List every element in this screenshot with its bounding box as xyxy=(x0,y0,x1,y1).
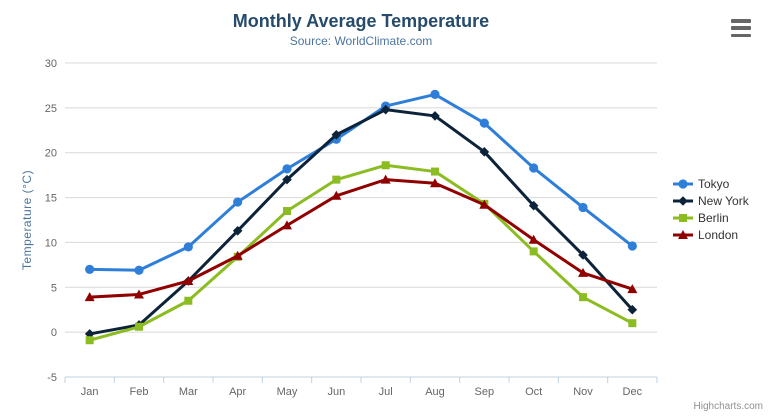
data-point-tokyo[interactable] xyxy=(233,197,243,207)
series-new-york xyxy=(84,104,638,339)
series-london xyxy=(84,174,638,302)
data-point-new-york[interactable] xyxy=(627,304,638,315)
legend-label-london: London xyxy=(698,227,739,242)
data-point-new-york[interactable] xyxy=(282,174,292,185)
legend-marker-tokyo xyxy=(678,178,688,189)
legend-marker-london xyxy=(678,229,688,239)
credits-link[interactable]: Highcharts.com xyxy=(693,401,763,412)
chart-subtitle: Source: WorldClimate.com xyxy=(289,34,433,48)
data-point-london[interactable] xyxy=(232,250,243,260)
series-line-berlin xyxy=(88,163,634,342)
x-axis-tick-label: Feb xyxy=(130,386,149,398)
data-point-tokyo[interactable] xyxy=(430,89,440,99)
data-point-tokyo[interactable] xyxy=(85,264,95,274)
x-axis-tick-label: Oct xyxy=(525,386,542,398)
series-tokyo xyxy=(85,89,637,275)
y-axis-tick-label: 5 xyxy=(51,282,57,294)
data-point-berlin[interactable] xyxy=(283,207,291,216)
legend-symbol-berlin xyxy=(673,213,693,222)
y-axis-tick-label: -5 xyxy=(47,372,57,384)
data-point-london[interactable] xyxy=(528,234,539,244)
legend-label-new-york: New York xyxy=(698,193,749,208)
x-axis-tick-label: Jun xyxy=(327,386,345,398)
data-point-new-york[interactable] xyxy=(232,225,243,236)
x-axis-tick-label: Nov xyxy=(573,386,593,398)
data-point-tokyo[interactable] xyxy=(183,242,193,252)
x-axis-tick-label: May xyxy=(277,386,298,398)
data-point-london[interactable] xyxy=(282,220,292,230)
data-point-london[interactable] xyxy=(627,284,638,294)
legend-item-berlin[interactable]: Berlin xyxy=(673,210,749,225)
chart-title: Monthly Average Temperature xyxy=(232,11,490,31)
x-axis-tick-label: Aug xyxy=(425,386,445,398)
data-point-new-york[interactable] xyxy=(528,200,539,211)
data-point-london[interactable] xyxy=(331,190,342,200)
data-point-london[interactable] xyxy=(380,174,391,184)
y-axis-tick-label: 0 xyxy=(51,327,57,339)
data-point-london[interactable] xyxy=(134,289,144,299)
data-point-london[interactable] xyxy=(479,199,490,209)
data-point-berlin[interactable] xyxy=(431,167,439,176)
data-point-new-york[interactable] xyxy=(578,250,588,260)
series-berlin xyxy=(85,161,637,345)
legend-symbol-london xyxy=(673,229,693,239)
data-point-berlin[interactable] xyxy=(184,296,193,305)
data-point-tokyo[interactable] xyxy=(282,164,292,174)
x-axis-tick-label: Sep xyxy=(475,386,495,398)
y-axis-tick-label: 20 xyxy=(45,148,57,160)
data-point-berlin[interactable] xyxy=(135,322,143,331)
data-point-london[interactable] xyxy=(430,178,440,188)
data-point-london[interactable] xyxy=(183,276,194,286)
data-point-tokyo[interactable] xyxy=(578,202,588,213)
y-axis-title: Temperature (°C) xyxy=(20,169,34,271)
data-point-new-york[interactable] xyxy=(380,104,391,115)
export-context-menu-button[interactable] xyxy=(729,18,753,38)
legend-symbol-tokyo xyxy=(673,178,693,189)
legend-marker-new-york xyxy=(678,195,688,206)
legend-label-berlin: Berlin xyxy=(698,210,729,225)
data-point-berlin[interactable] xyxy=(85,336,94,345)
legend-item-london[interactable]: London xyxy=(673,227,749,242)
hamburger-icon xyxy=(731,26,751,30)
legend: Tokyo New York Berlin London xyxy=(673,176,749,242)
data-point-new-york[interactable] xyxy=(430,111,440,121)
x-axis-tick-label: Mar xyxy=(179,386,198,398)
data-point-berlin[interactable] xyxy=(579,293,587,302)
legend-symbol-new-york xyxy=(673,195,693,206)
x-axis-tick-label: Dec xyxy=(623,386,643,398)
x-axis-tick-label: Jul xyxy=(379,386,393,398)
y-axis-tick-label: 25 xyxy=(45,103,57,115)
y-axis-tick-label: 15 xyxy=(45,193,57,205)
series-line-new-york xyxy=(88,108,634,336)
legend-item-new-york[interactable]: New York xyxy=(673,193,749,208)
legend-label-tokyo: Tokyo xyxy=(698,176,730,191)
data-point-tokyo[interactable] xyxy=(134,265,144,275)
data-point-tokyo[interactable] xyxy=(627,241,637,251)
data-point-berlin[interactable] xyxy=(628,319,637,328)
data-point-berlin[interactable] xyxy=(529,247,538,256)
data-point-new-york[interactable] xyxy=(84,329,95,339)
hamburger-icon xyxy=(731,19,751,23)
legend-item-tokyo[interactable]: Tokyo xyxy=(673,176,749,191)
data-point-berlin[interactable] xyxy=(332,175,341,184)
data-point-new-york[interactable] xyxy=(331,129,342,140)
data-point-london[interactable] xyxy=(84,292,95,302)
data-point-new-york[interactable] xyxy=(479,147,490,157)
series-line-london xyxy=(88,178,634,299)
data-point-tokyo[interactable] xyxy=(529,163,539,173)
x-axis-tick-label: Apr xyxy=(229,386,246,398)
hamburger-icon xyxy=(731,33,751,37)
data-point-tokyo[interactable] xyxy=(479,118,489,128)
y-axis-tick-label: 30 xyxy=(45,58,57,70)
legend-marker-berlin xyxy=(679,213,687,222)
x-axis-tick-label: Jan xyxy=(81,386,99,398)
y-axis-tick-label: 10 xyxy=(45,237,57,249)
data-point-london[interactable] xyxy=(578,267,588,277)
data-point-berlin[interactable] xyxy=(381,161,390,170)
